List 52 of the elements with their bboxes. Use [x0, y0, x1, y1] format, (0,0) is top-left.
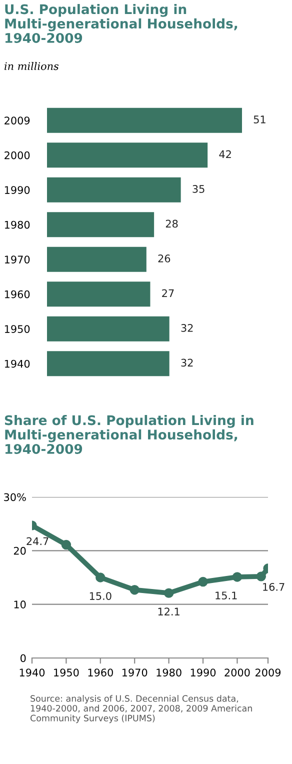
point	[96, 572, 106, 582]
y-tick-label: 2009	[4, 116, 30, 124]
point	[198, 576, 208, 587]
y-tick-label: 1980	[4, 220, 30, 229]
point	[130, 584, 140, 595]
data-label: 27	[162, 289, 174, 297]
data-label: 51	[254, 116, 266, 124]
data-label: 24.7	[26, 537, 48, 545]
data-label: 12.1	[158, 608, 180, 616]
bar	[47, 282, 150, 307]
x-tick-label: 1950	[54, 668, 79, 676]
bar	[47, 246, 146, 272]
bar	[47, 351, 170, 376]
y-tick-label: 0	[20, 654, 26, 662]
data-label: 26	[158, 254, 170, 262]
data-label: 35	[192, 185, 204, 193]
point	[232, 572, 242, 582]
y-tick-label: 10	[14, 600, 26, 608]
data-label: 15.1	[216, 592, 237, 600]
bar	[47, 177, 181, 202]
x-tick-label: 1980	[156, 668, 182, 676]
point	[256, 572, 266, 582]
chart-title: U.S. Population Living in Multi-generational Households, 1940-2009	[5, 4, 238, 43]
y-tick-label: 1940	[4, 360, 30, 368]
data-label: 15.0	[90, 592, 112, 600]
x-tick-label: 2000	[224, 668, 250, 676]
data-label: 32	[181, 324, 193, 332]
x-tick-label: 1940	[20, 668, 45, 676]
y-tick-label: 1990	[4, 186, 30, 194]
x-tick-label: 2009	[256, 668, 281, 676]
data-label: 28	[166, 220, 178, 228]
data-label: 32	[181, 358, 193, 367]
bar	[47, 212, 154, 238]
bar	[47, 316, 170, 342]
x-tick-label: 1970	[122, 668, 148, 676]
y-tick-label: 30%	[4, 493, 26, 502]
y-tick-label: 1960	[4, 290, 30, 298]
data-label: 16.7	[263, 582, 284, 591]
point	[164, 588, 174, 598]
y-tick-label: 1970	[4, 256, 30, 264]
chart-title: Share of U.S. Population Living in Multi-generational Households, 1940-2009	[4, 415, 254, 454]
chart-subtitle: in millions	[4, 62, 59, 70]
point	[61, 540, 72, 550]
x-tick-label: 1990	[190, 668, 216, 676]
y-tick-label: 2000	[4, 151, 30, 160]
bar	[47, 142, 208, 168]
bar	[47, 108, 242, 133]
x-tick-label: 1960	[88, 668, 113, 676]
y-tick-label: 1950	[4, 325, 30, 333]
data-label: 42	[219, 150, 231, 158]
y-tick-label: 20	[14, 546, 26, 555]
source-note: Source: analysis of U.S. Decennial Census data, 1940-2000, and 2006, 2007, 2008, 2009 American Community Surveys (IPUMS)	[30, 695, 252, 724]
